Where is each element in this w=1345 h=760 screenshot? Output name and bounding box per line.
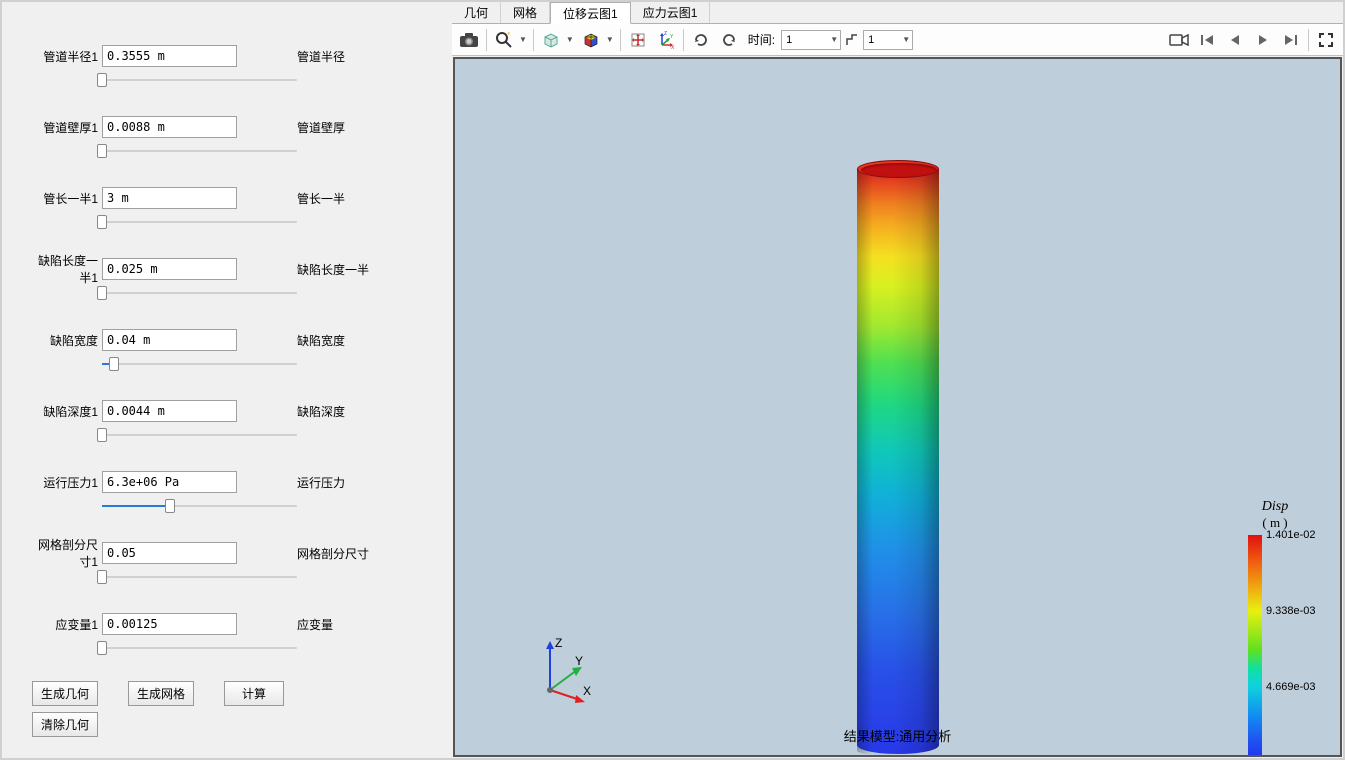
legend-tick: 9.338e-03	[1266, 605, 1316, 617]
skip-last-icon[interactable]	[1278, 27, 1304, 53]
param-label: 缺陷长度一半1	[32, 252, 102, 286]
result-viewport[interactable]: Z Y X 结果模型:通用分析 Disp ( m ) 1.401e-029.33…	[453, 57, 1342, 757]
param-slider[interactable]	[102, 358, 297, 372]
svg-text:Y: Y	[670, 34, 674, 40]
param-label: 管长一半1	[32, 190, 102, 207]
param-slider[interactable]	[102, 287, 297, 301]
box-icon[interactable]	[538, 27, 564, 53]
tab-0[interactable]: 几何	[452, 2, 501, 23]
dropdown-icon[interactable]: ▼	[604, 35, 616, 44]
rubiks-cube-icon[interactable]	[578, 27, 604, 53]
axis-triad: Z Y X	[535, 635, 595, 695]
param-input[interactable]	[102, 45, 237, 67]
generate-geometry-button[interactable]: 生成几何	[32, 681, 98, 706]
tab-3[interactable]: 应力云图1	[631, 2, 711, 23]
param-label: 管道壁厚1	[32, 119, 102, 136]
param-label: 缺陷宽度	[32, 332, 102, 349]
zoom-icon[interactable]	[491, 27, 517, 53]
clear-geometry-button[interactable]: 清除几何	[32, 712, 98, 737]
time-select-1[interactable]: 1▼	[781, 30, 841, 50]
param-slider[interactable]	[102, 642, 297, 656]
video-camera-icon[interactable]	[1166, 27, 1192, 53]
result-panel: 几何网格位移云图1应力云图1 ▼ ▼	[452, 2, 1343, 758]
param-sublabel: 网格剖分尺寸	[237, 545, 369, 562]
parameter-panel: 管道半径1 管道半径管道壁厚1 管道壁厚管长一半1 管长一半缺陷长度一半1 缺陷长度一半…	[2, 2, 452, 758]
viewport-caption: 结果模型:通用分析	[844, 726, 952, 745]
time-label: 时间:	[748, 31, 775, 48]
time-value-1: 1	[786, 34, 792, 46]
param-input[interactable]	[102, 542, 237, 564]
time-value-2: 1	[868, 34, 874, 46]
compute-button[interactable]: 计算	[224, 681, 284, 706]
tab-1[interactable]: 网格	[501, 2, 550, 23]
legend-tick: 4.669e-03	[1266, 681, 1316, 693]
legend-tick: 1.401e-02	[1266, 529, 1316, 541]
param-input[interactable]	[102, 613, 237, 635]
param-input[interactable]	[102, 400, 237, 422]
svg-text:Z: Z	[555, 636, 562, 650]
step-icon[interactable]	[843, 27, 861, 53]
param-label: 管道半径1	[32, 48, 102, 65]
move-icon[interactable]	[625, 27, 651, 53]
play-icon[interactable]	[1250, 27, 1276, 53]
param-sublabel: 运行压力	[237, 474, 345, 491]
param-sublabel: 管长一半	[237, 190, 345, 207]
param-label: 缺陷深度1	[32, 403, 102, 420]
result-model	[857, 169, 939, 754]
param-slider[interactable]	[102, 74, 297, 88]
param-sublabel: 缺陷长度一半	[237, 261, 369, 278]
generate-mesh-button[interactable]: 生成网格	[128, 681, 194, 706]
param-sublabel: 管道壁厚	[237, 119, 345, 136]
time-select-2[interactable]: 1▼	[863, 30, 913, 50]
param-label: 网格剖分尺寸1	[32, 536, 102, 570]
param-input[interactable]	[102, 329, 237, 351]
tab-bar: 几何网格位移云图1应力云图1	[452, 2, 1343, 24]
svg-text:Z: Z	[664, 31, 667, 37]
skip-first-icon[interactable]	[1194, 27, 1220, 53]
param-sublabel: 应变量	[237, 616, 333, 633]
param-slider[interactable]	[102, 216, 297, 230]
fullscreen-icon[interactable]	[1313, 27, 1339, 53]
rotate-cw-icon[interactable]	[688, 27, 714, 53]
svg-text:X: X	[583, 684, 591, 698]
svg-text:Y: Y	[575, 654, 583, 668]
legend-title: Disp	[1230, 499, 1320, 515]
dropdown-icon[interactable]: ▼	[517, 35, 529, 44]
svg-text:X: X	[671, 45, 675, 49]
param-input[interactable]	[102, 258, 237, 280]
param-slider[interactable]	[102, 429, 297, 443]
param-sublabel: 管道半径	[237, 48, 345, 65]
param-input[interactable]	[102, 116, 237, 138]
param-sublabel: 缺陷深度	[237, 403, 345, 420]
play-reverse-icon[interactable]	[1222, 27, 1248, 53]
dropdown-icon[interactable]: ▼	[564, 35, 576, 44]
param-input[interactable]	[102, 187, 237, 209]
viewport-toolbar: ▼ ▼ ▼	[452, 24, 1343, 56]
param-sublabel: 缺陷宽度	[237, 332, 345, 349]
rotate-ccw-icon[interactable]	[716, 27, 742, 53]
color-legend: Disp ( m ) 1.401e-029.338e-034.669e-033.…	[1230, 499, 1320, 757]
camera-icon[interactable]	[456, 27, 482, 53]
param-slider[interactable]	[102, 145, 297, 159]
param-label: 应变量1	[32, 616, 102, 633]
axes-icon[interactable]: Z Y X	[653, 27, 679, 53]
param-input[interactable]	[102, 471, 237, 493]
tab-2[interactable]: 位移云图1	[550, 2, 631, 24]
param-slider[interactable]	[102, 500, 297, 514]
param-slider[interactable]	[102, 571, 297, 585]
param-label: 运行压力1	[32, 474, 102, 491]
